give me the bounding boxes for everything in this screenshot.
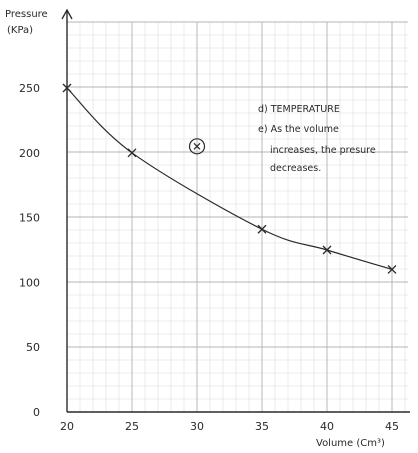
x-tick-label: 35 xyxy=(255,420,269,433)
x-tick-label: 45 xyxy=(385,420,399,433)
annotation-line: d) TEMPERATURE xyxy=(258,104,340,115)
outlier-circle xyxy=(188,138,206,155)
y-tick-label: 0 xyxy=(33,406,40,419)
annotation-line: decreases. xyxy=(270,163,321,174)
axes xyxy=(61,8,410,413)
annotation-line: e) As the volume xyxy=(258,124,339,135)
y-tick-label: 250 xyxy=(19,82,40,95)
data-point-marker xyxy=(62,83,72,93)
axis-labels: Pressure (KPa) Volume (Cm³) xyxy=(5,9,385,449)
y-axis-label-line-2: (KPa) xyxy=(7,25,33,36)
y-axis-label-line-1: Pressure xyxy=(5,9,48,20)
handwritten-notes: d) TEMPERATURE e) As the volume increases,… xyxy=(258,104,376,174)
pressure-curve xyxy=(66,87,393,271)
y-tick-label: 150 xyxy=(19,212,40,225)
data-point-marker xyxy=(387,264,397,274)
annotation-line: increases, the presure xyxy=(270,145,376,156)
data-series xyxy=(62,83,397,274)
x-axis-label: Volume (Cm³) xyxy=(316,438,385,449)
y-tick-label: 200 xyxy=(19,147,40,160)
y-tick-label: 50 xyxy=(26,341,40,354)
x-tick-label: 25 xyxy=(125,420,139,433)
tick-labels: 20 25 30 35 40 45 0 50 100 150 200 250 xyxy=(19,82,399,433)
y-axis-arrow xyxy=(61,8,73,20)
data-point-marker xyxy=(322,245,332,255)
x-tick-label: 40 xyxy=(320,420,334,433)
x-tick-label: 20 xyxy=(60,420,74,433)
data-point-marker xyxy=(257,224,267,234)
x-tick-label: 30 xyxy=(190,420,204,433)
outlier-point xyxy=(188,138,206,155)
y-tick-label: 100 xyxy=(19,276,40,289)
data-point-marker xyxy=(127,148,137,158)
